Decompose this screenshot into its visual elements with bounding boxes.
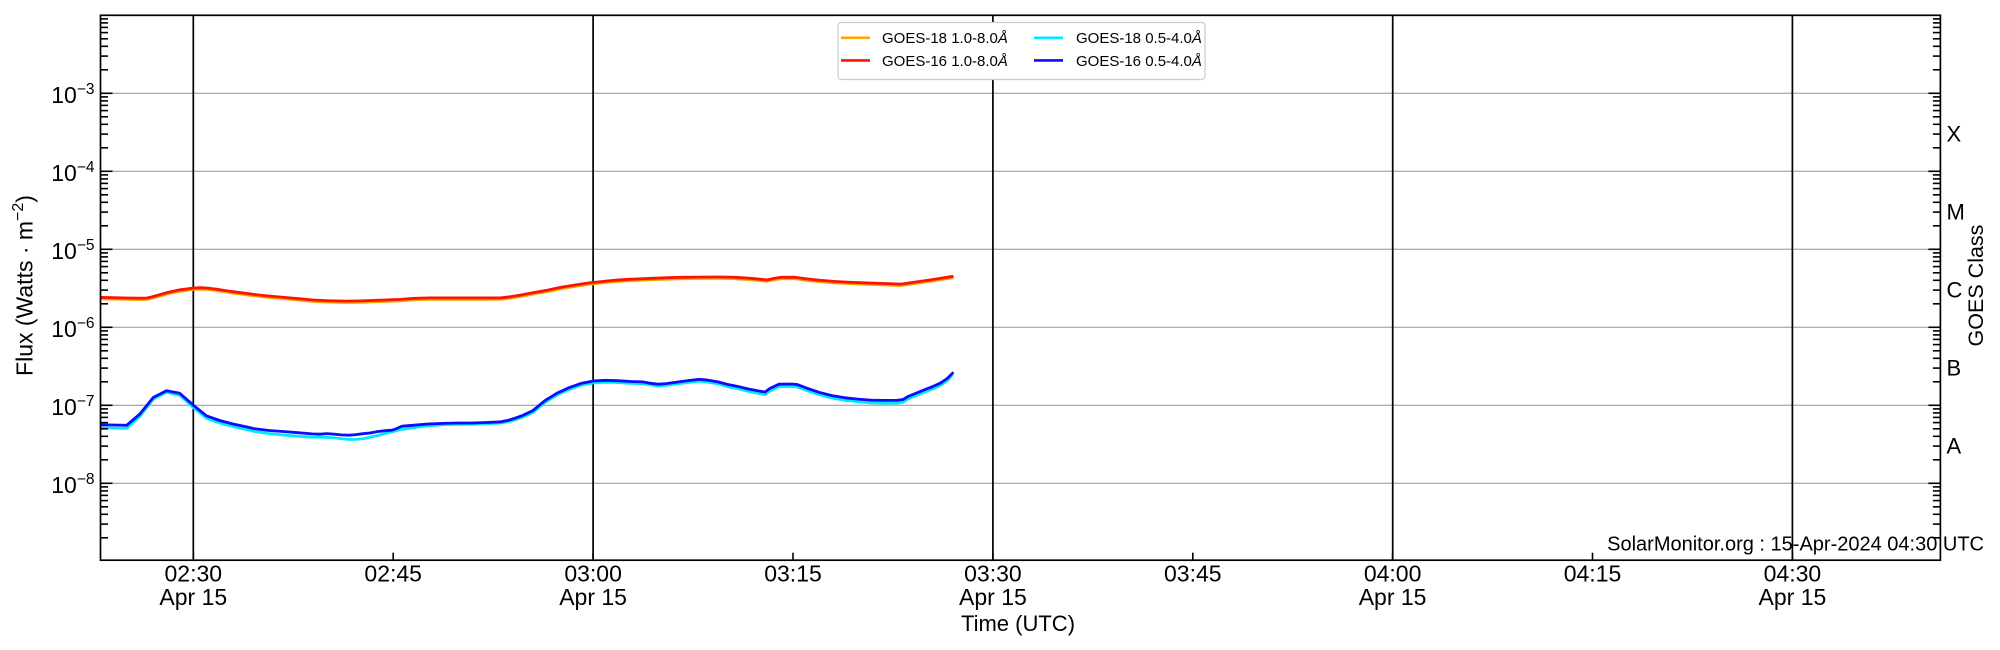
svg-text:02:30: 02:30	[165, 561, 223, 587]
svg-text:Flux (Watts · m−2): Flux (Watts · m−2)	[10, 195, 38, 376]
svg-text:03:30: 03:30	[964, 561, 1022, 587]
svg-text:M: M	[1947, 200, 1965, 225]
svg-text:SolarMonitor.org : 15-Apr-2024: SolarMonitor.org : 15-Apr-2024 04:30 UTC	[1607, 534, 1984, 556]
svg-text:B: B	[1947, 356, 1962, 381]
svg-text:GOES Class: GOES Class	[1964, 225, 1988, 347]
svg-text:GOES-16 0.5-4.0Å: GOES-16 0.5-4.0Å	[1076, 53, 1202, 70]
svg-text:C: C	[1947, 278, 1963, 303]
svg-text:Apr 15: Apr 15	[159, 584, 227, 610]
svg-text:Apr 15: Apr 15	[559, 584, 627, 610]
svg-text:Time (UTC): Time (UTC)	[961, 611, 1075, 636]
svg-text:03:15: 03:15	[764, 561, 822, 587]
svg-text:04:00: 04:00	[1364, 561, 1422, 587]
svg-text:GOES-18 0.5-4.0Å: GOES-18 0.5-4.0Å	[1076, 30, 1202, 47]
svg-text:Apr 15: Apr 15	[959, 584, 1027, 610]
svg-text:03:00: 03:00	[564, 561, 622, 587]
svg-text:Apr 15: Apr 15	[1759, 584, 1827, 610]
svg-text:10−8: 10−8	[51, 471, 94, 498]
svg-text:04:30: 04:30	[1764, 561, 1822, 587]
svg-text:A: A	[1947, 434, 1962, 459]
svg-text:Apr 15: Apr 15	[1359, 584, 1427, 610]
svg-text:GOES-18 1.0-8.0Å: GOES-18 1.0-8.0Å	[882, 30, 1008, 47]
svg-text:X: X	[1947, 122, 1962, 147]
svg-text:02:45: 02:45	[364, 561, 422, 587]
svg-text:04:15: 04:15	[1564, 561, 1622, 587]
svg-text:GOES-16 1.0-8.0Å: GOES-16 1.0-8.0Å	[882, 53, 1008, 70]
svg-text:03:45: 03:45	[1164, 561, 1222, 587]
